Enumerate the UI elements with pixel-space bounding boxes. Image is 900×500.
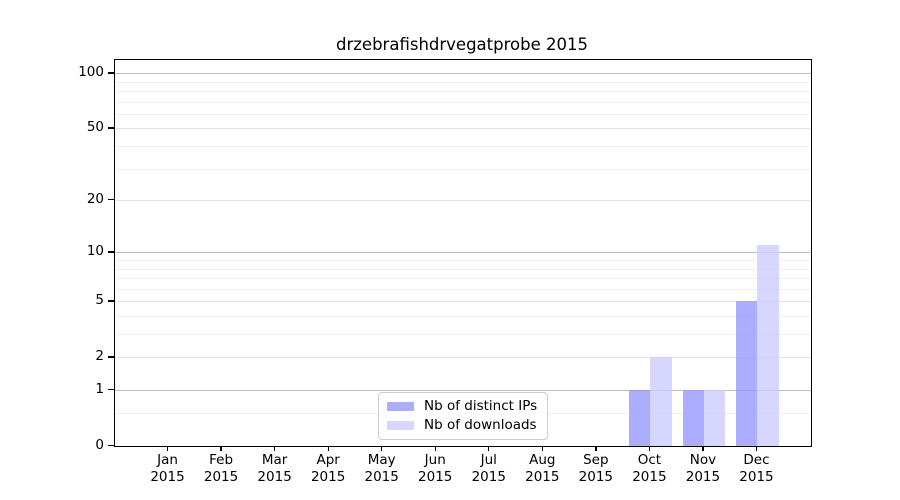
gridline-y-20 — [115, 200, 811, 202]
gridline-y-80 — [115, 91, 811, 93]
y-tick-label-5: 5 — [95, 292, 104, 309]
bar-dec-distinct-ips — [736, 301, 758, 446]
y-tick-label-50: 50 — [86, 119, 104, 136]
x-tick-label-oct: Oct 2015 — [632, 452, 667, 485]
x-tick-label-jun: Jun 2015 — [418, 452, 453, 485]
x-tick-label-dec: Dec 2015 — [739, 452, 774, 485]
x-tick-mark-sep — [595, 446, 597, 451]
x-tick-label-jul: Jul 2015 — [471, 452, 506, 485]
x-tick-mark-mar — [274, 446, 276, 451]
x-tick-mark-oct — [648, 446, 651, 451]
y-tick-label-20: 20 — [86, 191, 104, 208]
gridline-y-70 — [115, 101, 811, 103]
x-tick-mark-may — [381, 446, 383, 451]
legend: Nb of distinct IPs Nb of downloads — [378, 392, 549, 440]
bar-dec-downloads — [757, 245, 779, 446]
x-tick-mark-nov — [702, 446, 704, 451]
x-tick-label-mar: Mar 2015 — [257, 452, 292, 485]
gridline-y-6 — [115, 288, 811, 290]
bar-oct-distinct-ips — [628, 390, 651, 446]
gridline-y-8 — [115, 268, 811, 270]
x-tick-label-may: May 2015 — [364, 452, 399, 485]
gridline-y-100 — [115, 73, 811, 75]
x-tick-label-apr: Apr 2015 — [310, 452, 346, 485]
gridline-y-40 — [115, 146, 811, 148]
x-tick-mark-apr — [327, 446, 329, 451]
y-tick-mark-100 — [108, 72, 114, 74]
y-tick-mark-2 — [108, 356, 114, 358]
gridline-y-5 — [115, 301, 811, 303]
gridline-y-7 — [115, 278, 811, 280]
gridline-y-9 — [115, 260, 811, 262]
x-tick-mark-aug — [541, 446, 543, 451]
legend-swatch-downloads — [387, 421, 414, 430]
gridline-y-10 — [115, 252, 811, 254]
bar-oct-downloads — [650, 357, 672, 446]
bar-nov-downloads — [703, 390, 726, 446]
y-tick-mark-5 — [108, 300, 114, 302]
y-tick-mark-0 — [108, 445, 114, 447]
x-tick-mark-dec — [755, 446, 758, 451]
gridline-y-2 — [115, 357, 811, 359]
x-tick-mark-jul — [488, 446, 490, 451]
legend-label-distinct-ips: Nb of distinct IPs — [424, 398, 538, 414]
gridline-y-1 — [115, 390, 811, 392]
x-tick-mark-jun — [434, 446, 436, 451]
chart-title: drzebrafishdrvegatprobe 2015 — [336, 35, 588, 54]
y-tick-label-0: 0 — [95, 437, 104, 453]
legend-item-distinct-ips: Nb of distinct IPs — [387, 399, 537, 414]
x-tick-label-nov: Nov 2015 — [685, 452, 721, 485]
y-tick-mark-10 — [108, 251, 114, 253]
gridline-y-90 — [115, 81, 811, 83]
plot-area: Nb of distinct IPs Nb of downloads — [114, 59, 812, 447]
x-tick-label-feb: Feb 2015 — [203, 452, 239, 485]
x-tick-label-sep: Sep 2015 — [578, 452, 614, 485]
x-tick-mark-jan — [166, 446, 169, 451]
gridline-y-60 — [115, 113, 811, 115]
legend-swatch-distinct-ips — [387, 402, 414, 411]
y-tick-mark-1 — [108, 389, 114, 391]
legend-item-downloads: Nb of downloads — [387, 418, 537, 433]
gridline-y-4 — [115, 316, 811, 317]
bar-nov-distinct-ips — [682, 390, 704, 446]
y-tick-label-100: 100 — [78, 64, 104, 81]
x-tick-label-aug: Aug 2015 — [525, 452, 560, 485]
x-tick-mark-feb — [220, 446, 222, 451]
y-tick-mark-20 — [108, 199, 114, 201]
y-tick-mark-50 — [108, 127, 114, 129]
y-tick-label-1: 1 — [95, 381, 104, 398]
x-tick-label-jan: Jan 2015 — [150, 452, 185, 485]
y-tick-label-2: 2 — [95, 348, 104, 365]
gridline-y-30 — [115, 168, 811, 170]
y-tick-label-10: 10 — [86, 243, 104, 260]
gridline-y-50 — [115, 128, 811, 130]
gridline-y-3 — [115, 334, 811, 336]
legend-label-downloads: Nb of downloads — [424, 417, 537, 433]
